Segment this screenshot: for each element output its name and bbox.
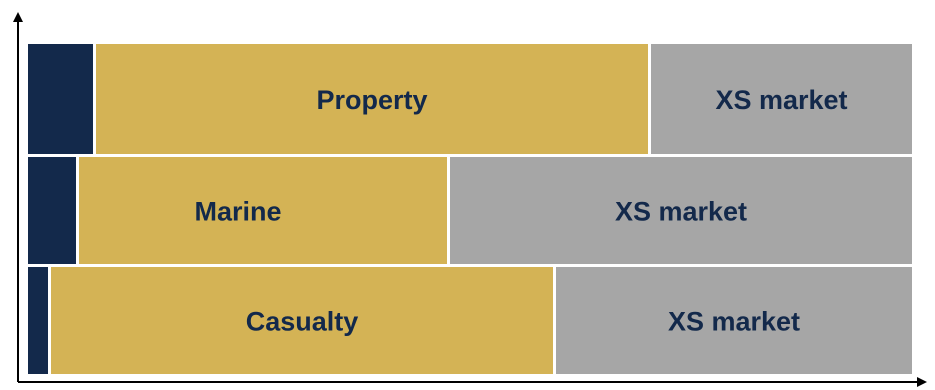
property-xs-block — [651, 44, 912, 154]
marine-line-label: Marine — [194, 197, 281, 227]
casualty-retention-block — [28, 267, 48, 374]
marine-xs-label: XS market — [615, 197, 747, 227]
casualty-line-label: Casualty — [246, 307, 359, 337]
casualty-line-block — [51, 267, 553, 374]
property-line-label: Property — [316, 85, 427, 115]
marine-xs-block — [450, 157, 912, 264]
row-marine: Marine XS market — [28, 157, 912, 264]
axes — [13, 12, 927, 387]
row-casualty: Casualty XS market — [28, 267, 912, 374]
row-property: Property XS market — [28, 44, 912, 154]
property-line-block — [96, 44, 648, 154]
casualty-xs-label: XS market — [668, 307, 800, 337]
marine-retention-block — [28, 157, 76, 264]
marine-line-block — [79, 157, 447, 264]
property-retention-block — [28, 44, 93, 154]
property-xs-label: XS market — [715, 85, 847, 115]
casualty-xs-block — [556, 267, 912, 374]
